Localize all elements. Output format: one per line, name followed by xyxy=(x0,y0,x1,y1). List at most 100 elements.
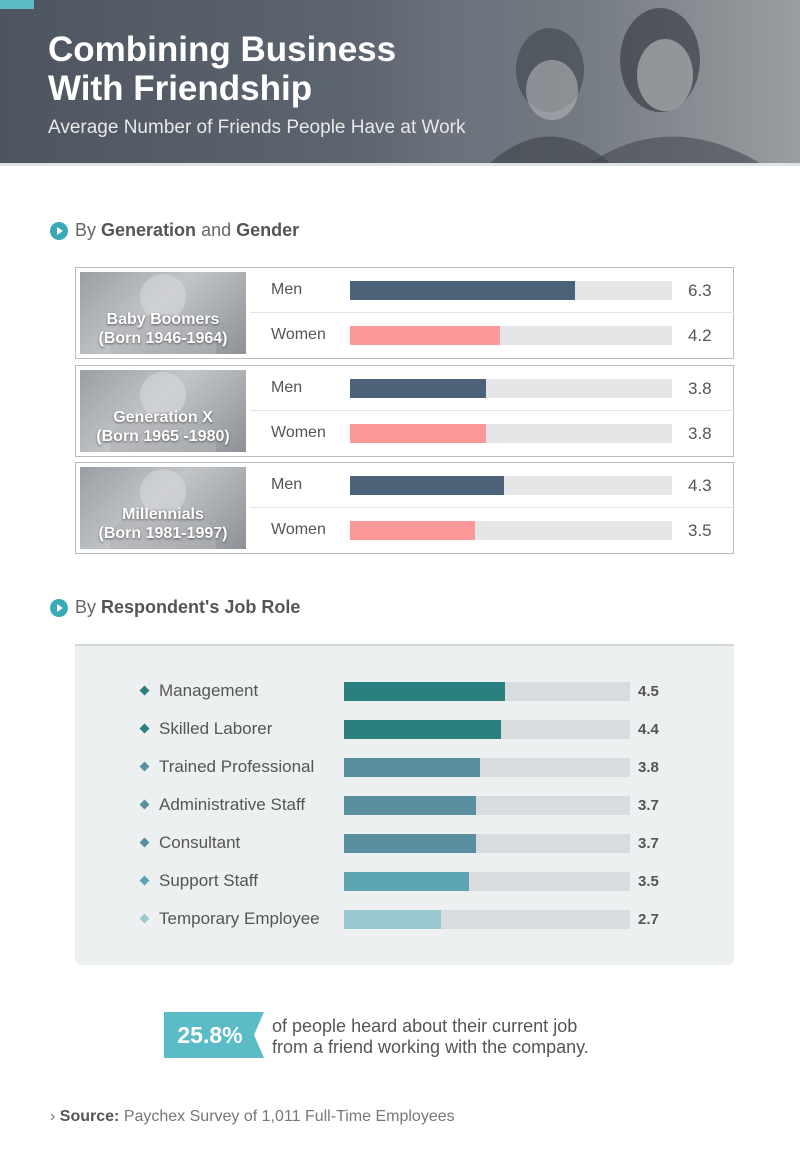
value-label: 4.3 xyxy=(688,476,712,495)
diamond-bullet-icon xyxy=(139,723,150,734)
job-row: Consultant 3.7 xyxy=(75,832,734,854)
stat-value: 25.8% xyxy=(177,1022,243,1048)
category-label: Men xyxy=(271,379,303,396)
category-label: Management xyxy=(159,681,259,700)
diamond-bullet-icon xyxy=(139,875,150,886)
value-label: 4.4 xyxy=(638,721,659,738)
bar xyxy=(350,476,504,495)
value-label: 6.3 xyxy=(688,281,712,300)
accent-tab xyxy=(0,0,34,9)
job-role-chart: Management 4.5 Skilled Laborer 4.4 Trained P… xyxy=(75,644,734,965)
generation-photo: Millennials (Born 1981-1997) xyxy=(80,467,246,549)
generation-born: (Born 1965 -1980) xyxy=(96,428,230,445)
stat-line-1: of people heard about their current job xyxy=(272,1016,578,1036)
section-prefix: By xyxy=(75,597,97,617)
generation-group: Millennials (Born 1981-1997) Men 4.3 Women 3.… xyxy=(75,462,734,554)
source-label: Source: xyxy=(59,1108,120,1125)
bar-track xyxy=(344,796,630,815)
stat-badge: 25.8% xyxy=(164,1012,264,1058)
bar xyxy=(350,521,476,540)
section-title-job: By Respondent's Job Role xyxy=(50,597,300,618)
shoulders-shape xyxy=(110,509,216,549)
diamond-bullet-icon xyxy=(139,761,150,772)
bar-track xyxy=(350,379,672,398)
category-label: Temporary Employee xyxy=(159,909,320,928)
bar xyxy=(350,424,486,443)
diamond-bullet-icon xyxy=(139,685,150,696)
generation-label: Millennials (Born 1981-1997) xyxy=(80,505,246,543)
bar-row: Men 4.3 xyxy=(250,463,734,508)
diamond-bullet-icon xyxy=(139,837,150,848)
generation-name: Baby Boomers xyxy=(106,311,220,328)
job-row: Support Staff 3.5 xyxy=(75,870,734,892)
bar xyxy=(350,326,501,345)
section-prefix: By xyxy=(75,220,97,240)
header-divider xyxy=(0,163,800,166)
category-label: Women xyxy=(271,424,326,441)
category-label: Men xyxy=(271,281,303,298)
bar-row: Women 4.2 xyxy=(250,313,734,358)
source-text: Paychex Survey of 1,011 Full-Time Employ… xyxy=(123,1108,455,1125)
generation-label: Baby Boomers (Born 1946-1964) xyxy=(80,310,246,348)
bar-track xyxy=(350,424,672,443)
bar xyxy=(344,796,477,815)
bar xyxy=(344,834,477,853)
face-shape xyxy=(140,469,186,515)
stat-line-2: from a friend working with the company. xyxy=(272,1037,589,1057)
bar-row: Women 3.8 xyxy=(250,411,734,456)
bar xyxy=(344,720,502,739)
section-bold-job-role: Respondent's Job Role xyxy=(101,597,301,617)
stat-badge-shape xyxy=(164,1012,264,1058)
category-label: Skilled Laborer xyxy=(159,719,273,738)
header-photo xyxy=(460,0,800,163)
value-label: 3.7 xyxy=(638,835,659,852)
bar-row: Women 3.5 xyxy=(250,508,734,553)
bar xyxy=(350,281,576,300)
page-title: Combining Business With Friendship xyxy=(48,30,397,108)
generation-name: Generation X xyxy=(113,409,213,426)
generation-photo: Generation X (Born 1965 -1980) xyxy=(80,370,246,452)
generation-label: Generation X (Born 1965 -1980) xyxy=(80,408,246,446)
play-bullet-icon xyxy=(50,598,68,617)
generation-group: Baby Boomers (Born 1946-1964) Men 6.3 Women 4… xyxy=(75,267,734,359)
bar-row: Men 3.8 xyxy=(250,366,734,411)
job-row: Skilled Laborer 4.4 xyxy=(75,718,734,740)
job-row: Administrative Staff 3.7 xyxy=(75,794,734,816)
value-label: 3.8 xyxy=(638,759,659,776)
shoulders-shape xyxy=(110,412,216,452)
category-label: Support Staff xyxy=(159,871,258,890)
category-label: Trained Professional xyxy=(159,757,315,776)
bar-track xyxy=(350,326,672,345)
job-row: Temporary Employee 2.7 xyxy=(75,908,734,930)
category-label: Consultant xyxy=(159,833,241,852)
generation-born: (Born 1981-1997) xyxy=(98,525,228,542)
section-bold-gender: Gender xyxy=(236,220,300,240)
value-label: 3.8 xyxy=(688,424,712,443)
category-label: Women xyxy=(271,326,326,343)
bar-track xyxy=(344,720,630,739)
diamond-bullet-icon xyxy=(139,799,150,810)
section-bold-generation: Generation xyxy=(101,220,197,240)
value-label: 3.7 xyxy=(638,797,659,814)
category-label: Women xyxy=(271,521,326,538)
generation-group: Generation X (Born 1965 -1980) Men 3.8 Women… xyxy=(75,365,734,457)
diamond-bullet-icon xyxy=(139,913,150,924)
section-title-generation: By Generation and Gender xyxy=(50,220,299,241)
bar-track xyxy=(350,521,672,540)
bar xyxy=(344,910,441,929)
face-shape xyxy=(140,274,186,320)
source-note: › Source: Paychex Survey of 1,011 Full-T… xyxy=(50,1108,455,1126)
job-row: Trained Professional 3.8 xyxy=(75,756,734,778)
bar-track xyxy=(344,682,630,701)
generation-photo: Baby Boomers (Born 1946-1964) xyxy=(80,272,246,354)
bar-track xyxy=(350,281,672,300)
value-label: 3.8 xyxy=(688,379,712,398)
chevron-right-icon: › xyxy=(50,1108,56,1125)
shoulders-shape xyxy=(110,314,216,354)
generation-name: Millennials xyxy=(122,506,204,523)
value-label: 2.7 xyxy=(638,911,659,928)
value-label: 3.5 xyxy=(638,873,659,890)
bar xyxy=(344,682,505,701)
bar-track xyxy=(350,476,672,495)
bar xyxy=(344,872,470,891)
